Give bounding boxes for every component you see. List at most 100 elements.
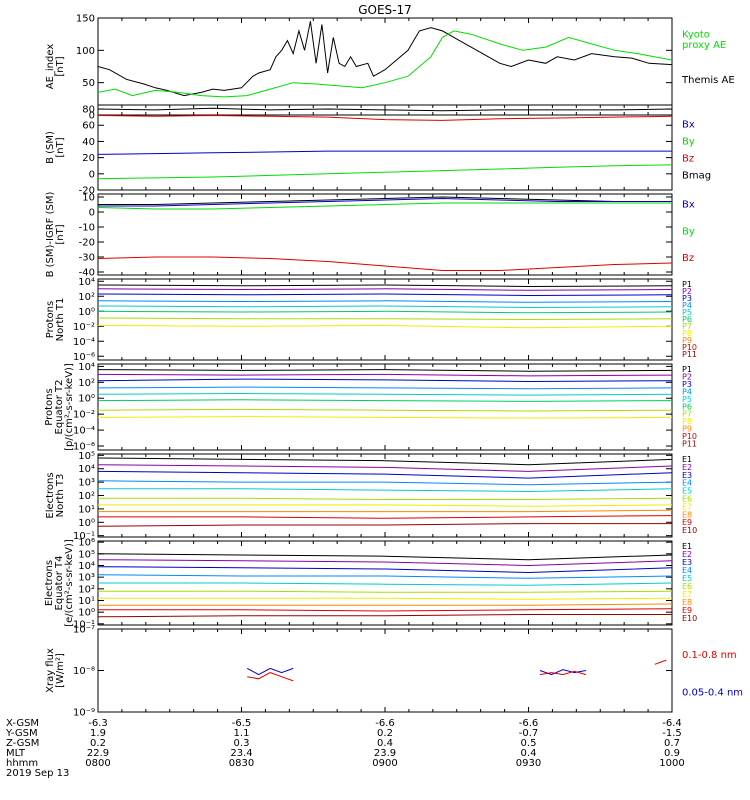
series-line-1 — [97, 457, 673, 466]
series-line-2 — [97, 114, 673, 121]
series-line-3 — [97, 378, 673, 383]
y-tick-label: 10³ — [78, 573, 95, 584]
series-line-8 — [97, 416, 673, 419]
y-tick-label: 80 — [82, 105, 95, 116]
series-line-9 — [98, 608, 673, 612]
y-axis-label: Electrons — [45, 472, 56, 518]
footer-value: -6.6 — [375, 718, 395, 729]
footer-value: 0900 — [372, 758, 397, 769]
legend-entry: By — [682, 226, 695, 237]
y-tick-label: 40 — [82, 137, 95, 148]
footer-value: -6.6 — [519, 718, 539, 729]
y-axis-label: Protons — [45, 301, 56, 338]
legend-entry: E8 — [682, 510, 692, 519]
y-tick-label: 10⁻⁶ — [73, 352, 95, 363]
footer-value: -1.5 — [662, 728, 682, 739]
legend-entry: P8 — [682, 417, 692, 426]
y-tick-label: 10² — [78, 292, 95, 303]
legend-entry: E7 — [682, 502, 692, 511]
series-line-2 — [97, 373, 673, 377]
y-tick-label: 10⁴ — [78, 464, 95, 475]
y-tick-label: 10⁻⁴ — [73, 337, 95, 348]
legend-entry: E5 — [682, 574, 692, 583]
series-line-2 — [97, 464, 673, 472]
legend-entry: E9 — [682, 606, 692, 615]
footer-row-label: MLT — [6, 748, 26, 759]
legend-entry: P11 — [682, 440, 697, 449]
y-axis-label: AE_index — [45, 44, 56, 90]
legend-entry: P10 — [682, 432, 697, 441]
series-line-4 — [97, 256, 673, 271]
series-line-8 — [98, 509, 673, 513]
legend-entry: E6 — [682, 495, 692, 504]
legend-entry: E8 — [682, 598, 692, 607]
footer-value: -6.4 — [662, 718, 682, 729]
footer-value: 1000 — [659, 758, 684, 769]
y-tick-label: 10⁻² — [73, 322, 95, 333]
legend-entry: P6 — [682, 402, 692, 411]
footer-row-label: Z-GSM — [6, 738, 39, 749]
legend-entry: E1 — [682, 455, 692, 464]
footer: X-GSM -6.3 -6.5 -6.6 -6.6 -6.4 Y-GSM 1.9 1.1 0.2 -… — [5, 718, 685, 779]
legend-entry: P11 — [682, 350, 697, 359]
y-tick-label: 10⁻⁸ — [73, 666, 95, 677]
legend-entry: By — [682, 137, 695, 148]
y-axis-label: Equator T2 — [54, 380, 65, 435]
series-line-7 — [97, 317, 673, 321]
legend-entry: E3 — [682, 558, 692, 567]
footer-value: 23.4 — [230, 748, 252, 759]
y-tick-label: 0 — [89, 169, 95, 180]
legend-entry: Bx — [682, 200, 695, 211]
panel-frame — [97, 363, 673, 451]
panel-2: -20 0 20 40 60 80 B (SM) [nT] Bx By Bz Bmag — [45, 104, 711, 197]
legend-entry: P9 — [682, 336, 692, 345]
legend-entry: Themis AE — [681, 75, 735, 86]
legend-entry: P5 — [682, 308, 692, 317]
legend-entry: E1 — [682, 542, 692, 551]
footer-value: 1.1 — [234, 728, 250, 739]
footer-value: 0.3 — [234, 738, 250, 749]
y-tick-label: 10⁵ — [78, 549, 95, 560]
y-tick-label: 10⁻¹ — [73, 619, 95, 630]
footer-value: 0.2 — [90, 738, 106, 749]
series-line-6 — [98, 590, 673, 593]
y-tick-label: -30 — [79, 253, 95, 264]
series-line-7 — [98, 504, 673, 507]
legend-entry: E4 — [682, 566, 692, 575]
footer-value: 0.7 — [664, 738, 680, 749]
legend-entry: P3 — [682, 380, 692, 389]
y-tick-label: -20 — [79, 186, 95, 197]
legend-entry: 0.05-0.4 nm — [682, 687, 743, 698]
footer-value: 0.4 — [377, 738, 393, 749]
series-line-6 — [97, 310, 673, 314]
series-line-1 — [97, 553, 673, 561]
footer-value: 0830 — [229, 758, 254, 769]
y-axis-label: Equator T4 — [54, 556, 65, 611]
footer-value: 0800 — [85, 758, 110, 769]
series-line-2 — [247, 672, 294, 682]
series-line-7 — [97, 408, 673, 412]
series-line-8 — [98, 603, 673, 606]
y-tick-label: 10¹ — [78, 504, 95, 515]
series-line-2 — [97, 288, 673, 291]
footer-value: -6.3 — [88, 718, 108, 729]
y-axis-label: [nT] — [55, 56, 66, 76]
panel-6: 10⁵ 10⁴ 10³ 10² 10¹ 10⁰ 10⁻¹ Electrons North T3 E… — [45, 451, 697, 542]
y-axis-label: [nT] — [55, 224, 66, 244]
y-tick-label: 10⁰ — [78, 608, 95, 619]
series-line-4 — [539, 670, 587, 676]
y-tick-label: 10⁰ — [78, 394, 95, 405]
footer-value: 0.2 — [377, 728, 393, 739]
y-tick-label: 0 — [89, 208, 95, 219]
y-axis-label: North T3 — [55, 474, 66, 518]
y-tick-label: 10⁻⁴ — [73, 426, 95, 437]
series-line-1 — [98, 196, 672, 205]
footer-value: 0.9 — [664, 748, 680, 759]
y-tick-label: 10⁻⁹ — [73, 708, 95, 719]
series-line-7 — [98, 597, 673, 600]
series-line-6 — [98, 497, 673, 500]
legend-entry: Bx — [682, 120, 695, 131]
series-line-4 — [97, 164, 673, 180]
